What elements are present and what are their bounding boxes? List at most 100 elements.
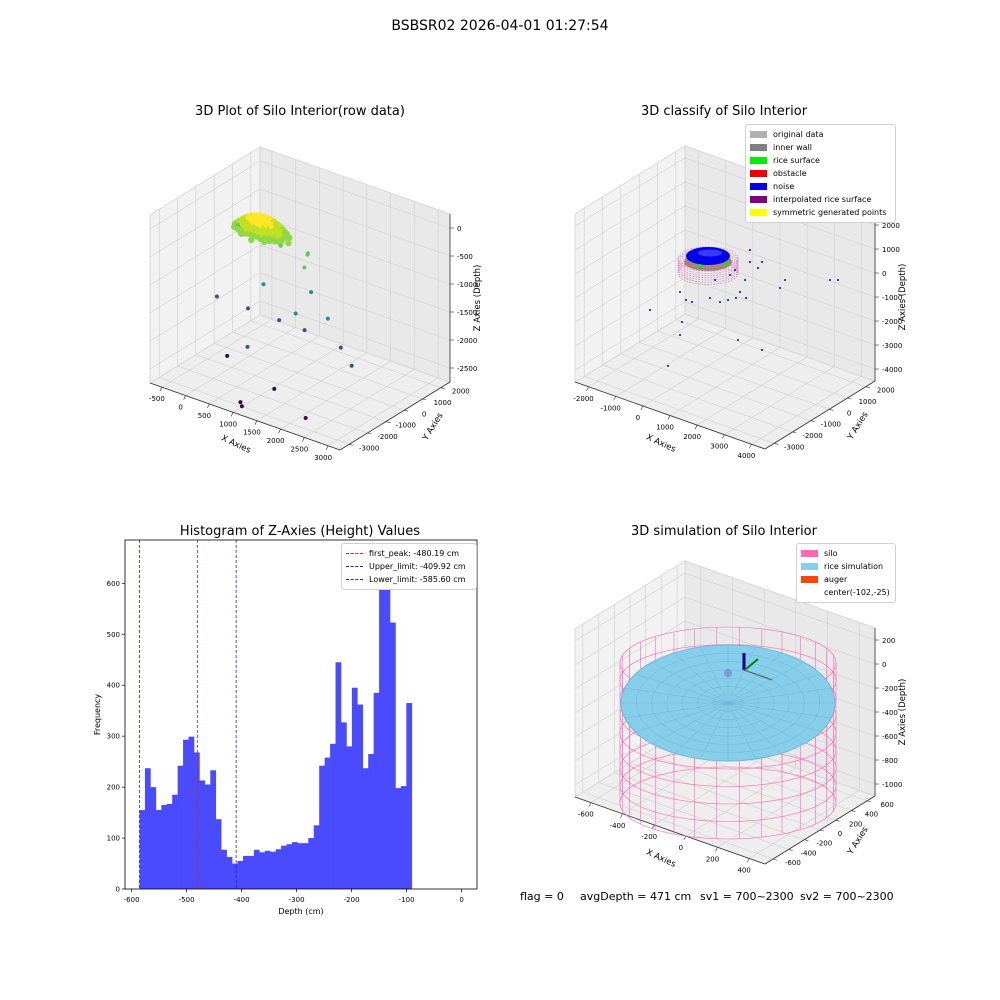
rice-surface-points [231, 212, 293, 247]
histogram-bar [150, 787, 157, 889]
x-tick [302, 437, 305, 442]
y-tick-label: -600 [785, 859, 801, 867]
noise-point [714, 279, 716, 281]
z-tick-label: 0 [457, 225, 461, 233]
z-gridline [574, 572, 876, 642]
legend-swatch [801, 563, 818, 570]
legend-label: Upper_limit: -409.92 cm [369, 562, 466, 571]
x-tick [613, 396, 616, 401]
noise-point [749, 261, 751, 263]
histogram-bar [319, 765, 325, 889]
histogram-bar [335, 662, 342, 889]
x-tick-label: -200 [641, 833, 657, 841]
y-gridline [213, 175, 405, 411]
data-point [302, 265, 307, 270]
legend-entry: center(-102,-25) [801, 586, 891, 599]
histogram-bar [270, 851, 276, 889]
x-tick [278, 428, 281, 434]
legend-label: rice surface [773, 156, 820, 165]
x-tick-label: 1000 [219, 420, 237, 428]
histogram-bar [340, 722, 347, 889]
noise-point [691, 301, 693, 303]
histogram-bar [226, 856, 233, 889]
noise-point [745, 297, 747, 299]
histogram-legend: first_peak: -480.19 cm Upper_limit: -409.… [341, 543, 477, 590]
z-gridline [149, 244, 451, 314]
histogram-bar [400, 786, 407, 889]
z-gridline [574, 205, 876, 275]
legend-entry: silo [801, 547, 891, 560]
z-gridline [149, 188, 451, 258]
legend-swatch [750, 131, 767, 138]
x-tick [651, 824, 655, 830]
x-tick-label: -200 [344, 896, 360, 904]
inner-wall-ring [677, 257, 739, 281]
z-tick-label: -1000 [882, 294, 902, 302]
x-axis-label: X Axies [645, 433, 678, 456]
y-gridline [158, 209, 350, 445]
y-gridline [629, 595, 821, 831]
x-axis-line [149, 382, 341, 451]
histogram-bar [384, 588, 391, 889]
x-gridline [327, 209, 439, 447]
y-tick-label: 600 [880, 801, 893, 809]
histogram-bar [144, 768, 151, 889]
simulation-legend: silo rice simulation auger center(-102,-25) [796, 543, 896, 603]
histogram-bar [221, 849, 227, 889]
y-gridline [645, 585, 836, 821]
histogram-bar [188, 736, 195, 889]
x-gridline [724, 198, 835, 435]
histogram-bar [199, 780, 206, 889]
x-tick-label: 2000 [683, 433, 701, 441]
legend-swatch [346, 566, 363, 567]
raw-data-3d-plot: -500 0 500 1000 1500 2000 2500 3000 -3000 -2000 -1… [148, 146, 483, 462]
y-gridline [638, 174, 830, 410]
histogram-bar [281, 845, 287, 889]
legend-entry: Lower_limit: -585.60 cm [346, 573, 472, 586]
y-tick-label: 300 [107, 733, 120, 741]
histogram-bar [308, 838, 315, 889]
x-tick-label: 500 [198, 412, 211, 420]
panel4-title: 3D simulation of Silo Interior [631, 524, 817, 539]
center-marker [724, 669, 732, 677]
data-point [303, 416, 308, 421]
surface-point [285, 239, 292, 247]
z-tick-label: -1500 [457, 309, 477, 317]
data-point [338, 345, 343, 350]
surface-point [248, 236, 255, 244]
histogram-bar [237, 860, 244, 889]
legend-swatch [346, 579, 363, 580]
y-axis-line [339, 381, 451, 451]
z-gridline [149, 300, 451, 370]
noise-point [667, 365, 669, 367]
simulation-3d-plot: -600-400-2000200400-600-400-200020040060… [573, 560, 908, 874]
y-tick [404, 410, 409, 412]
histogram-bar [324, 757, 331, 889]
x-tick-label: 0 [679, 844, 683, 852]
z-tick-label: 200 [882, 637, 895, 645]
x-gridline [696, 189, 808, 426]
z-tick-label: -600 [882, 733, 898, 741]
y-gridline [598, 614, 789, 850]
noise-point [649, 309, 651, 311]
histogram-bar [286, 844, 293, 889]
x-gridline [588, 150, 699, 388]
y-tick [829, 409, 834, 411]
histogram-bar [395, 788, 402, 889]
legend-entry: interpolated rice surface [750, 193, 891, 206]
noise-point [837, 279, 839, 281]
noise-point [761, 349, 763, 351]
y-tick [804, 839, 809, 842]
x-gridline [642, 169, 754, 407]
y-gridline [620, 185, 811, 421]
histogram-bar [177, 765, 184, 889]
histogram-bar [259, 852, 266, 889]
y-axis-line [764, 380, 876, 450]
histogram-bar [302, 843, 309, 889]
inner-wall-ring [677, 248, 739, 272]
panel1-title: 3D Plot of Silo Interior(row data) [195, 104, 405, 119]
noise-point [685, 299, 687, 301]
histogram-bar [161, 804, 168, 889]
y-tick-label: 400 [107, 682, 120, 690]
inner-wall-ring [677, 262, 739, 285]
